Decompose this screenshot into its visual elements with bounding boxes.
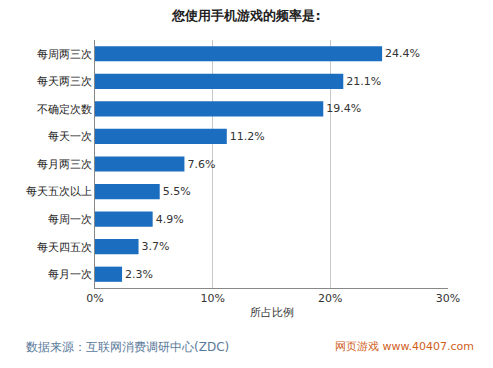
svg-text:21.1%: 21.1%: [346, 75, 381, 88]
svg-text:不确定次数: 不确定次数: [37, 103, 92, 116]
svg-text:您使用手机游戏的频率是:: 您使用手机游戏的频率是:: [171, 8, 320, 23]
svg-text:每天两三次: 每天两三次: [37, 75, 92, 88]
svg-text:0%: 0%: [86, 292, 103, 305]
svg-text:网页游戏 www.40407.com: 网页游戏 www.40407.com: [335, 340, 474, 353]
svg-text:每周两三次: 每周两三次: [37, 48, 92, 61]
svg-text:20%: 20%: [318, 292, 342, 305]
svg-text:每天一次: 每天一次: [48, 130, 92, 143]
svg-text:每月一次: 每月一次: [48, 268, 92, 281]
svg-text:每天五次以上: 每天五次以上: [26, 185, 92, 198]
svg-text:2.3%: 2.3%: [125, 268, 153, 281]
svg-text:5.5%: 5.5%: [163, 185, 191, 198]
svg-text:19.4%: 19.4%: [326, 102, 361, 115]
svg-text:11.2%: 11.2%: [230, 130, 265, 143]
svg-text:每周一次: 每周一次: [48, 213, 92, 226]
svg-text:4.9%: 4.9%: [156, 213, 184, 226]
svg-text:3.7%: 3.7%: [142, 240, 170, 253]
svg-text:每月两三次: 每月两三次: [37, 158, 92, 171]
svg-text:所占比例: 所占比例: [250, 306, 294, 319]
svg-text:数据来源：互联网消费调研中心(ZDC): 数据来源：互联网消费调研中心(ZDC): [26, 340, 229, 354]
svg-text:24.4%: 24.4%: [385, 47, 420, 60]
svg-text:每天四五次: 每天四五次: [37, 241, 92, 254]
svg-text:30%: 30%: [436, 292, 460, 305]
svg-text:7.6%: 7.6%: [187, 158, 215, 171]
svg-text:10%: 10%: [200, 292, 224, 305]
